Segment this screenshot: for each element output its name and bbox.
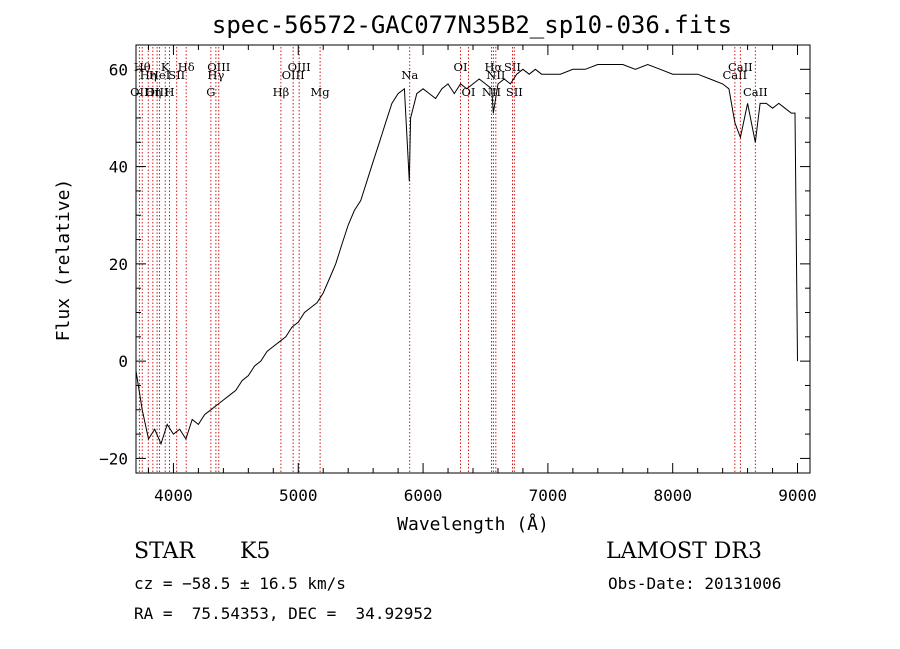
line-marker-label: SII (504, 60, 521, 74)
y-tick-label: −20 (99, 449, 128, 468)
y-tick-label: 40 (109, 158, 128, 177)
line-markers: OIIHθHηHηOIIIHeIKHSIIHδGHγOIIIHβOIIIOIII… (130, 47, 768, 473)
line-marker-label: Hα (484, 60, 502, 74)
line-marker-label: Hδ (178, 60, 195, 74)
line-marker-label: K (161, 60, 170, 74)
object-class: STAR (134, 539, 195, 564)
line-marker-label: OI (462, 85, 476, 99)
line-marker-label: Hγ (207, 68, 224, 82)
line-marker-label: OI (454, 60, 468, 74)
line-marker-label: CaII (722, 68, 747, 82)
survey-name: LAMOST DR3 (606, 539, 762, 564)
line-marker-label: G (206, 85, 215, 99)
line-marker-label: NII (486, 68, 505, 82)
line-marker-label: SII (506, 85, 523, 99)
line-marker-label: OII (130, 85, 149, 99)
redshift-value: cz = −58.5 ± 16.5 km/s (134, 574, 346, 593)
line-marker-label: Hθ (134, 60, 151, 74)
x-tick-label: 8000 (653, 486, 692, 505)
spectrum-line (135, 63, 798, 446)
line-marker-label: H (165, 85, 175, 99)
x-tick-label: 5000 (279, 486, 318, 505)
x-tick-label: 9000 (778, 486, 817, 505)
line-marker-label: CaII (728, 60, 753, 74)
object-subclass: K5 (240, 539, 271, 564)
plot-frame (135, 44, 811, 474)
chart-title: spec-56572-GAC077N35B2_sp10-036.fits (212, 11, 732, 39)
y-tick-label: 0 (118, 352, 128, 371)
line-marker-label: Mg (311, 85, 331, 99)
line-marker-label: OIII (146, 85, 169, 99)
y-tick-label: 20 (109, 255, 128, 274)
x-tick-label: 4000 (154, 486, 193, 505)
line-marker-label: OIII (288, 60, 311, 74)
line-marker-label: OIII (207, 60, 230, 74)
line-marker-label: CaII (743, 85, 768, 99)
line-marker-label: Na (401, 68, 418, 82)
line-marker-label: Hβ (273, 85, 290, 99)
axis-ticks: 4000 5000 6000 7000 8000 9000 −20 0 20 40 60 (99, 45, 817, 505)
line-marker-label: Hη (144, 85, 161, 99)
coordinates: RA = 75.54353, DEC = 34.92952 (134, 604, 433, 623)
series-layer (135, 63, 798, 446)
line-marker-label: SII (168, 68, 185, 82)
y-tick-label: 60 (109, 60, 128, 79)
x-axis-label: Wavelength (Å) (397, 513, 549, 535)
x-tick-label: 6000 (404, 486, 443, 505)
y-axis-label: Flux (relative) (53, 179, 74, 342)
obs-date: Obs-Date: 20131006 (608, 574, 782, 593)
x-tick-label: 7000 (529, 486, 568, 505)
